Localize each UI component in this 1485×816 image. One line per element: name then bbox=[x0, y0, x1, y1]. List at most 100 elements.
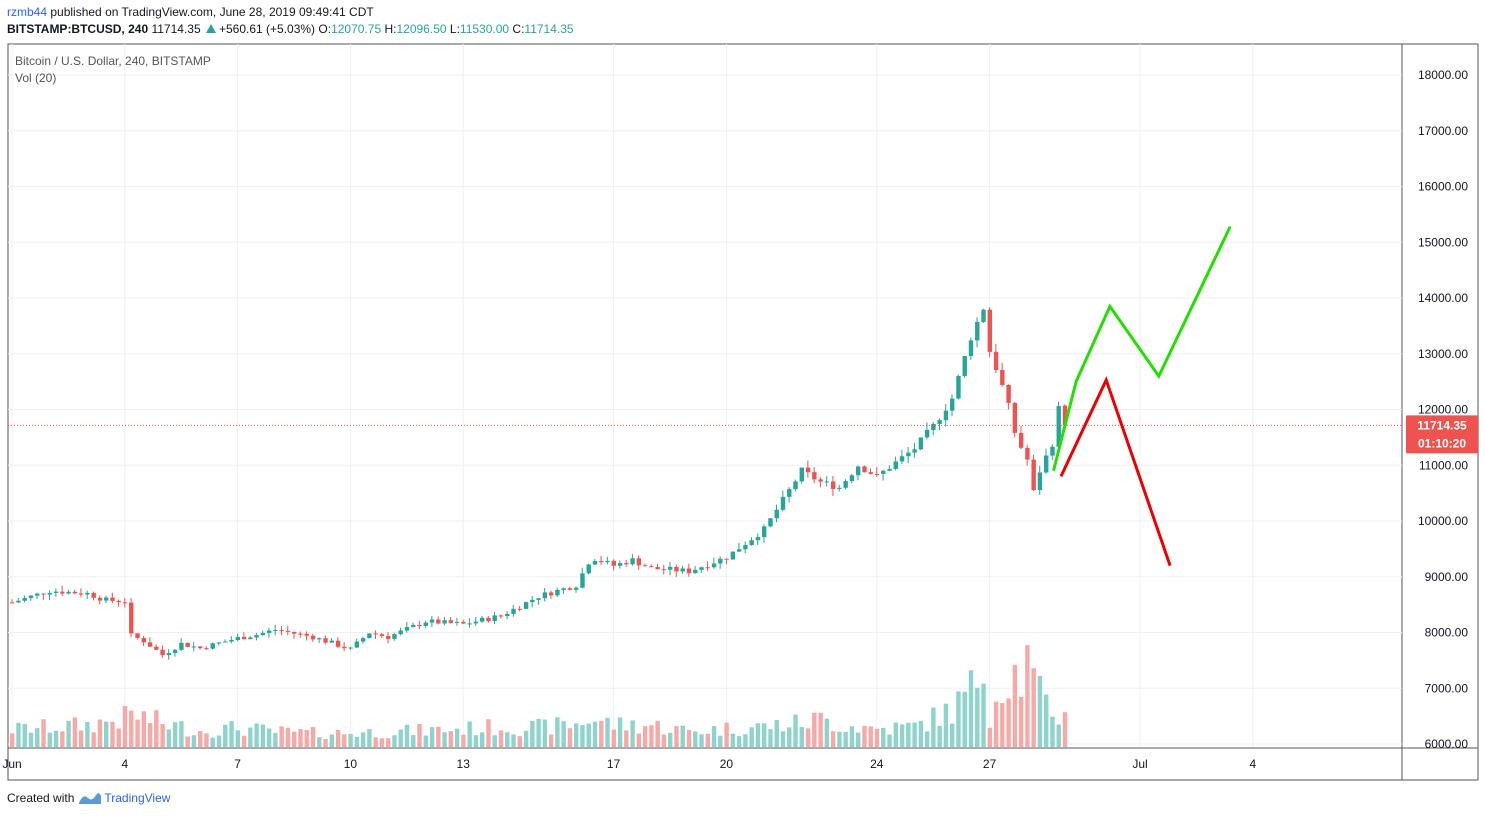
volume-bar bbox=[166, 729, 172, 747]
candle-body bbox=[887, 468, 892, 471]
volume-bar bbox=[60, 731, 65, 747]
candle-body bbox=[962, 356, 967, 376]
candle-body bbox=[223, 641, 228, 643]
volume-bar bbox=[893, 722, 898, 747]
candle-body bbox=[1006, 384, 1011, 403]
candle-body bbox=[523, 602, 529, 609]
tradingview-brand[interactable]: TradingView bbox=[104, 791, 171, 805]
candle-body bbox=[724, 558, 729, 560]
volume-bar bbox=[323, 739, 328, 747]
volume-bar bbox=[962, 691, 967, 747]
author-link[interactable]: rzmb44 bbox=[7, 5, 48, 19]
candle-body bbox=[530, 599, 535, 603]
candle-body bbox=[787, 489, 792, 497]
candle-body bbox=[285, 630, 291, 632]
volume-bar bbox=[824, 718, 830, 747]
candle-body bbox=[642, 565, 648, 567]
price-tick-label: 14000.00 bbox=[1418, 291, 1468, 305]
volume-bar bbox=[97, 719, 103, 747]
candle-body bbox=[135, 633, 140, 638]
volume-bar bbox=[881, 727, 886, 747]
candle-body bbox=[160, 649, 165, 656]
candle-body bbox=[329, 640, 334, 643]
volume-bar bbox=[680, 725, 685, 747]
volume-bar bbox=[354, 737, 360, 747]
bar-countdown: 01:10:20 bbox=[1418, 436, 1466, 450]
volume-legend[interactable]: Vol (20) bbox=[15, 71, 57, 85]
candle-body bbox=[304, 633, 309, 636]
volume-bar bbox=[624, 730, 629, 747]
volume-bar bbox=[480, 732, 485, 747]
volume-bar bbox=[548, 734, 554, 747]
candle-body bbox=[1012, 402, 1018, 433]
volume-bar bbox=[849, 726, 855, 747]
candle-body bbox=[1050, 446, 1055, 456]
volume-bar bbox=[235, 730, 240, 747]
bullish-projection-line[interactable] bbox=[1052, 225, 1232, 472]
volume-bar bbox=[498, 730, 504, 747]
volume-bar bbox=[85, 721, 90, 747]
candle-body bbox=[442, 620, 447, 624]
price-tick-label: 18000.00 bbox=[1418, 68, 1468, 82]
tradingview-logo-icon bbox=[79, 793, 102, 804]
candle-body bbox=[129, 602, 134, 634]
volume-bar bbox=[417, 723, 422, 747]
time-tick-label: Jul bbox=[1132, 757, 1147, 771]
volume-bar bbox=[229, 721, 234, 747]
candle-body bbox=[154, 646, 159, 650]
candle-body bbox=[624, 563, 629, 565]
volume-bar bbox=[285, 727, 291, 747]
candle-body bbox=[72, 591, 78, 594]
bearish-projection-line[interactable] bbox=[1059, 376, 1172, 567]
candle-body bbox=[335, 640, 341, 647]
candle-body bbox=[342, 646, 347, 649]
candle-body bbox=[1018, 432, 1024, 448]
candle-body bbox=[755, 537, 761, 541]
candle-body bbox=[580, 573, 585, 588]
candle-body bbox=[298, 633, 303, 635]
candle-body bbox=[1025, 447, 1030, 460]
time-tick-label: 17 bbox=[607, 757, 621, 771]
volume-bar bbox=[536, 718, 541, 747]
volume-bar bbox=[442, 732, 447, 747]
volume-bar bbox=[66, 720, 71, 747]
footer: Created with TradingView bbox=[7, 791, 170, 805]
volume-bar bbox=[342, 734, 347, 747]
volume-bar bbox=[561, 721, 566, 747]
volume-bar bbox=[454, 728, 460, 747]
candle-body bbox=[204, 648, 209, 650]
volume-bar bbox=[1056, 724, 1061, 747]
volume-bar bbox=[1044, 694, 1049, 747]
volume-bar bbox=[304, 730, 309, 747]
volume-bar bbox=[743, 734, 748, 747]
series-title[interactable]: Bitcoin / U.S. Dollar, 240, BITSTAMP bbox=[15, 54, 211, 68]
last-price: 11714.35 bbox=[151, 22, 201, 36]
candle-body bbox=[780, 496, 786, 510]
candle-body bbox=[104, 597, 109, 601]
volume-bar bbox=[185, 736, 190, 747]
candle-body bbox=[122, 602, 128, 604]
candle-body bbox=[454, 621, 460, 623]
volume-bar bbox=[617, 717, 623, 747]
candle-body bbox=[856, 466, 861, 476]
volume-bar bbox=[436, 726, 441, 747]
time-tick-label: 13 bbox=[457, 757, 471, 771]
candle-body bbox=[805, 467, 811, 473]
candle-body bbox=[448, 620, 454, 623]
candle-body bbox=[191, 646, 197, 648]
volume-bar bbox=[461, 734, 466, 747]
candle-body bbox=[323, 638, 328, 643]
close-label: C: bbox=[512, 22, 525, 36]
volume-bar bbox=[793, 714, 798, 747]
candle-body bbox=[793, 481, 798, 490]
up-arrow-icon bbox=[205, 24, 216, 33]
change-value: +560.61 (+5.03%) bbox=[218, 22, 316, 36]
time-tick-label: 20 bbox=[720, 757, 734, 771]
candle-body bbox=[1037, 472, 1043, 491]
volume-bar bbox=[956, 691, 961, 747]
volume-bar bbox=[699, 734, 704, 747]
candle-body bbox=[398, 630, 403, 635]
volume-bar bbox=[135, 719, 140, 747]
candle-body bbox=[730, 551, 736, 560]
